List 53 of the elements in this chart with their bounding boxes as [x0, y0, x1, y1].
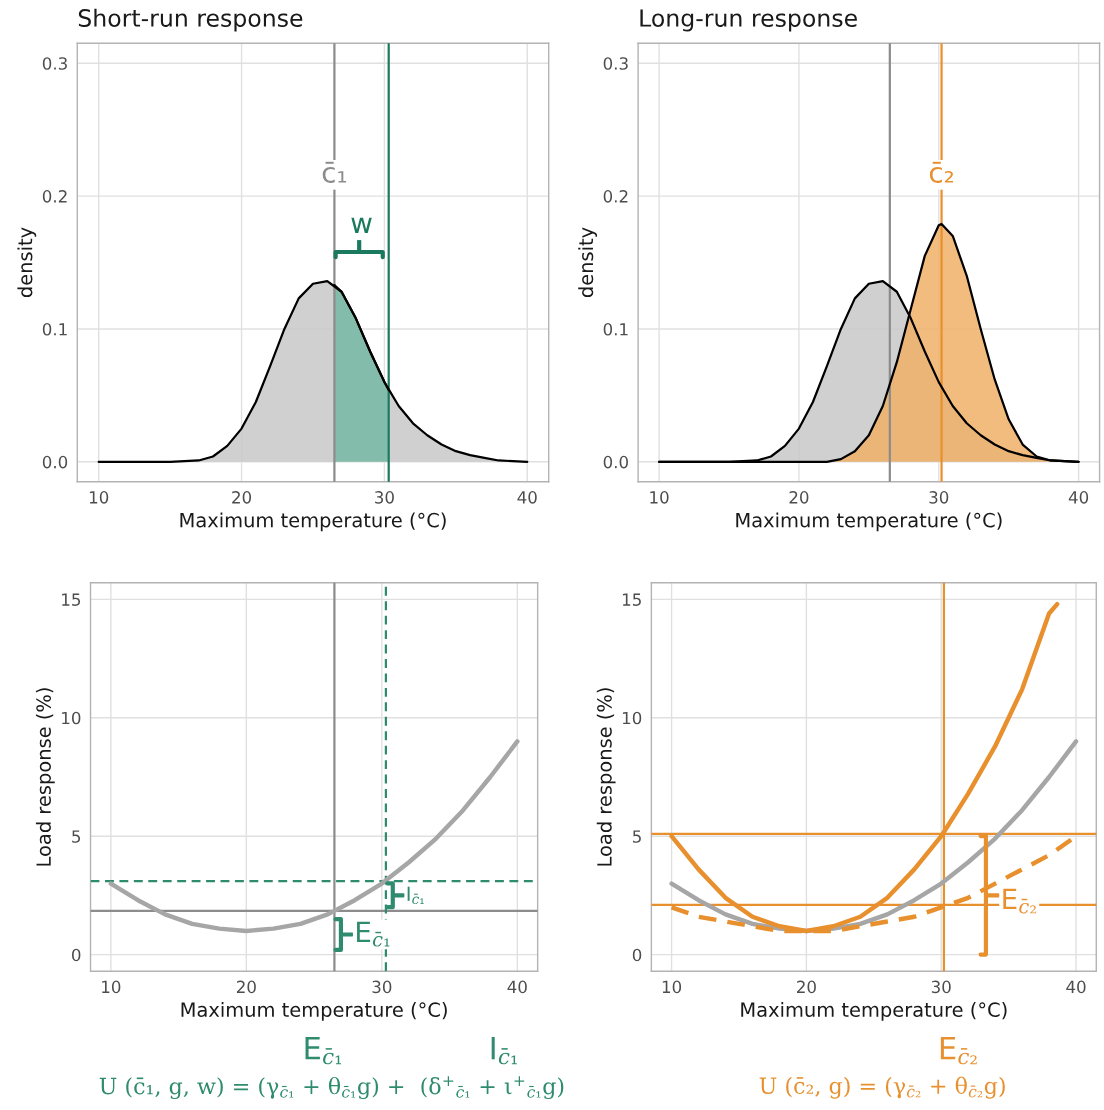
x-tick-label: 40: [517, 491, 537, 504]
chart-title: Long-run response: [640, 9, 857, 32]
x-tick-label: 10: [89, 491, 109, 504]
y-tick-label: 10: [622, 711, 642, 725]
y-tick-label: 5: [72, 830, 81, 843]
y-tick-label: 0: [632, 948, 642, 962]
text: U (c̄₁, g, w) = (γ$_{c̄₁}$ + θ$_{c̄₁}$g) + (δ$^{+}$$_{c̄₁}$ + ι$^{+}$$_{c̄₁}$g): [99, 1076, 564, 1100]
x-axis-title: Maximum temperature (°C): [181, 1001, 447, 1021]
x-tick-label: 40: [1066, 980, 1086, 994]
y-axis-title: density: [578, 227, 598, 298]
x-tick-label: 20: [797, 980, 816, 994]
x-tick-label: 30: [375, 491, 394, 504]
x-tick-label: 20: [236, 980, 256, 994]
y-axis-title: Load response (%): [35, 688, 55, 866]
x-axis-title: Maximum temperature (°C): [180, 512, 446, 532]
x-axis-title: Maximum temperature (°C): [741, 1001, 1007, 1021]
y-tick-label: 5: [633, 830, 641, 843]
chart-title: Short-run response: [78, 8, 303, 32]
y-tick-label: 0: [72, 948, 81, 962]
annotation: I$_{c̄₁}$: [407, 886, 424, 905]
y-axis-title: Load response (%): [596, 688, 616, 866]
text: U (c̄₂, g) = (γ$_{c̄₂}$ + θ$_{c̄₂}$g): [759, 1076, 1005, 1099]
text: I$_{c̄₁}$: [491, 1037, 517, 1065]
annotation: E$_{c̄₂}$: [1003, 888, 1036, 914]
text: E$_{c̄₁}$: [305, 1037, 342, 1065]
ref-line-label: c̄₁: [322, 161, 347, 183]
y-tick-label: 0.2: [42, 190, 67, 203]
y-tick-label: 0.0: [42, 455, 68, 469]
y-tick-label: 0.1: [42, 322, 67, 336]
y-tick-label: 0.2: [603, 190, 628, 203]
x-tick-label: 30: [372, 980, 392, 994]
x-axis-title: Maximum temperature (°C): [736, 512, 1002, 532]
x-tick-label: 10: [662, 980, 682, 994]
x-tick-label: 10: [650, 491, 669, 504]
x-tick-label: 40: [507, 980, 527, 994]
y-axis-title: density: [17, 227, 37, 298]
annotation: w: [351, 217, 372, 233]
y-tick-label: 15: [62, 593, 81, 606]
y-tick-label: 0.3: [603, 57, 628, 70]
y-tick-label: 0.1: [603, 322, 628, 336]
x-tick-label: 30: [929, 491, 949, 504]
annotation: E$_{c̄₁}$: [357, 921, 390, 947]
y-tick-label: 0.0: [603, 455, 628, 469]
y-tick-label: 0.3: [42, 57, 67, 70]
text: E$_{c̄₂}$: [940, 1037, 977, 1065]
y-tick-label: 10: [62, 711, 81, 725]
ref-line-label: c̄₂: [929, 161, 954, 183]
x-tick-label: 20: [789, 491, 809, 504]
x-tick-label: 40: [1068, 491, 1089, 504]
x-tick-label: 30: [931, 980, 951, 994]
x-tick-label: 20: [232, 491, 252, 504]
y-tick-label: 15: [622, 593, 641, 606]
x-tick-label: 10: [102, 980, 121, 994]
